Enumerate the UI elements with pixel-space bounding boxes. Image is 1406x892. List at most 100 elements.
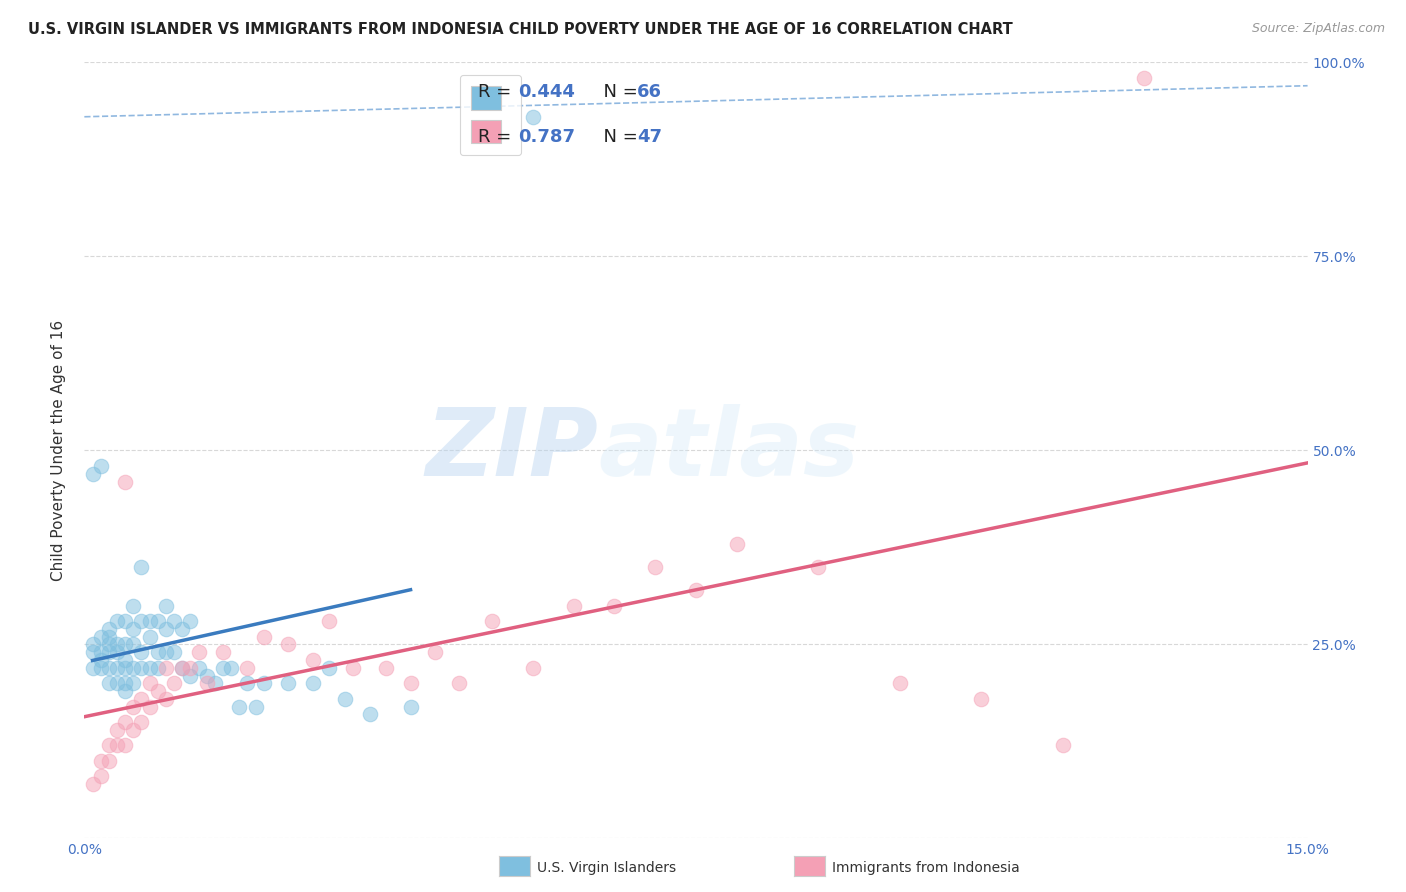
Point — [90, 653, 112, 667]
Point — [122, 723, 145, 737]
Point — [138, 661, 160, 675]
Point — [155, 691, 177, 706]
Point — [253, 676, 276, 690]
Point — [187, 645, 209, 659]
Point — [138, 614, 160, 628]
Point — [122, 699, 145, 714]
Point — [138, 699, 160, 714]
Point — [163, 645, 186, 659]
Point — [172, 661, 194, 675]
Text: R =: R = — [478, 128, 517, 146]
Point — [131, 614, 153, 628]
Point — [97, 622, 120, 636]
Point — [889, 676, 911, 690]
Point — [82, 467, 104, 481]
Point — [114, 715, 136, 730]
Point — [219, 661, 242, 675]
Point — [172, 622, 194, 636]
Point — [97, 637, 120, 651]
Point — [114, 684, 136, 698]
Point — [97, 645, 120, 659]
Point — [82, 661, 104, 675]
Point — [342, 661, 364, 675]
Point — [122, 676, 145, 690]
Point — [146, 645, 169, 659]
Text: U.S. VIRGIN ISLANDER VS IMMIGRANTS FROM INDONESIA CHILD POVERTY UNDER THE AGE OF: U.S. VIRGIN ISLANDER VS IMMIGRANTS FROM … — [28, 22, 1012, 37]
Point — [90, 754, 112, 768]
Point — [155, 599, 177, 613]
Point — [105, 637, 128, 651]
Point — [155, 661, 177, 675]
Text: N =: N = — [592, 83, 644, 102]
Point — [423, 645, 446, 659]
Point — [522, 110, 544, 124]
Point — [970, 691, 993, 706]
Point — [146, 684, 169, 698]
Point — [163, 614, 186, 628]
Point — [138, 676, 160, 690]
Point — [277, 676, 299, 690]
Point — [195, 668, 218, 682]
Point — [155, 622, 177, 636]
Point — [228, 699, 250, 714]
Point — [522, 661, 544, 675]
Point — [82, 645, 104, 659]
Point — [301, 676, 323, 690]
Point — [114, 676, 136, 690]
Point — [179, 668, 201, 682]
Point — [236, 676, 259, 690]
Point — [82, 637, 104, 651]
Point — [114, 637, 136, 651]
Point — [90, 458, 112, 473]
Point — [685, 583, 707, 598]
Point — [90, 661, 112, 675]
Point — [97, 676, 120, 690]
Point — [277, 637, 299, 651]
Point — [97, 739, 120, 753]
Point — [97, 661, 120, 675]
Text: 0.787: 0.787 — [519, 128, 575, 146]
Point — [187, 661, 209, 675]
Point — [114, 653, 136, 667]
Point — [399, 676, 422, 690]
Point — [122, 622, 145, 636]
Point — [122, 637, 145, 651]
Point — [644, 560, 666, 574]
Point — [131, 715, 153, 730]
Point — [105, 645, 128, 659]
Point — [90, 645, 112, 659]
Point — [301, 653, 323, 667]
Text: atlas: atlas — [598, 404, 859, 497]
Point — [90, 769, 112, 783]
Text: U.S. Virgin Islanders: U.S. Virgin Islanders — [537, 861, 676, 875]
Point — [1133, 70, 1156, 85]
Point — [212, 661, 235, 675]
Point — [481, 614, 503, 628]
Point — [245, 699, 267, 714]
Point — [146, 661, 169, 675]
Point — [114, 475, 136, 489]
Point — [603, 599, 626, 613]
Point — [97, 754, 120, 768]
Text: ZIP: ZIP — [425, 404, 598, 497]
Point — [375, 661, 398, 675]
Point — [725, 536, 748, 550]
Legend: , : , — [460, 75, 522, 155]
Point — [146, 614, 169, 628]
Point — [105, 614, 128, 628]
Point — [114, 614, 136, 628]
Point — [212, 645, 235, 659]
Point — [122, 599, 145, 613]
Text: N =: N = — [592, 128, 644, 146]
Point — [236, 661, 259, 675]
Point — [399, 699, 422, 714]
Point — [105, 676, 128, 690]
Point — [318, 614, 340, 628]
Text: R =: R = — [478, 83, 517, 102]
Text: 0.444: 0.444 — [519, 83, 575, 102]
Text: 66: 66 — [637, 83, 662, 102]
Point — [253, 630, 276, 644]
Point — [562, 599, 585, 613]
Point — [172, 661, 194, 675]
Point — [195, 676, 218, 690]
